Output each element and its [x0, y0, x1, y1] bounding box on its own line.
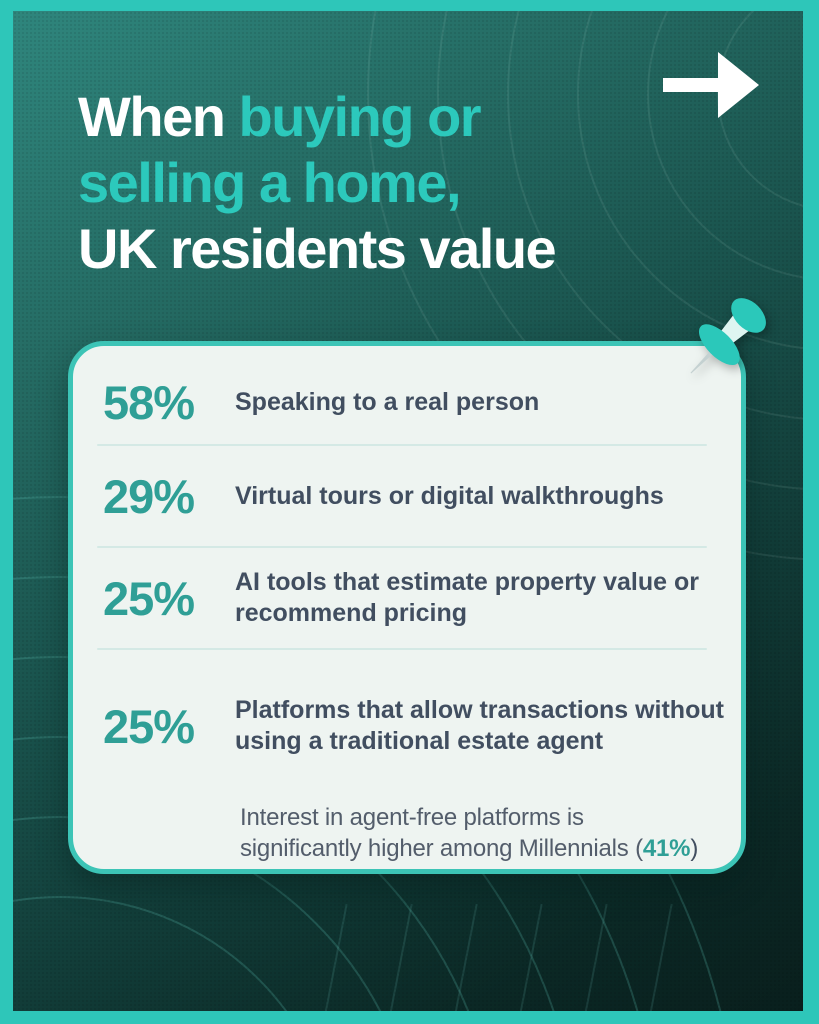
- stat-percent: 58%: [103, 375, 195, 429]
- stat-row: 25% AI tools that estimate property valu…: [73, 548, 741, 648]
- stat-row: 25% Platforms that allow transactions wi…: [73, 650, 741, 802]
- stat-percent: 25%: [103, 571, 195, 625]
- title-line-1: When buying or: [78, 84, 738, 150]
- title-text-white: When: [78, 85, 239, 148]
- stats-card-content: 58% Speaking to a real person 29% Virtua…: [73, 346, 741, 869]
- stat-row: 58% Speaking to a real person: [73, 360, 741, 444]
- footnote-line-2: significantly higher among Millennials (…: [240, 833, 745, 864]
- title-line-3: UK residents value: [78, 216, 738, 282]
- title-text-teal: selling a home,: [78, 151, 462, 214]
- pushpin-icon: [690, 298, 766, 374]
- stat-label: Speaking to a real person: [235, 387, 540, 416]
- footnote: Interest in agent-free platforms is sign…: [240, 802, 745, 864]
- stat-label: AI tools that estimate property value or…: [235, 568, 699, 627]
- stat-label: Virtual tours or digital walkthroughs: [235, 481, 664, 510]
- stat-percent: 25%: [103, 699, 195, 753]
- stat-row: 29% Virtual tours or digital walkthrough…: [73, 446, 741, 546]
- stat-percent: 29%: [103, 469, 195, 523]
- row-divider: [97, 546, 707, 548]
- page-title: When buying or selling a home, UK reside…: [78, 84, 738, 282]
- stats-card: 58% Speaking to a real person 29% Virtua…: [68, 341, 746, 874]
- stat-label: Platforms that allow transactions withou…: [235, 696, 724, 755]
- footnote-highlight: 41%: [642, 835, 691, 862]
- row-divider: [97, 444, 707, 446]
- row-divider: [97, 648, 707, 650]
- footnote-text: ): [690, 835, 699, 862]
- title-line-2: selling a home,: [78, 150, 738, 216]
- arrow-right-icon: [663, 52, 759, 118]
- title-text-white: UK residents value: [78, 217, 557, 280]
- footnote-text: significantly higher among Millennials (: [240, 835, 643, 862]
- footnote-line-1: Interest in agent-free platforms is: [240, 804, 584, 831]
- title-text-teal: buying or: [238, 85, 481, 148]
